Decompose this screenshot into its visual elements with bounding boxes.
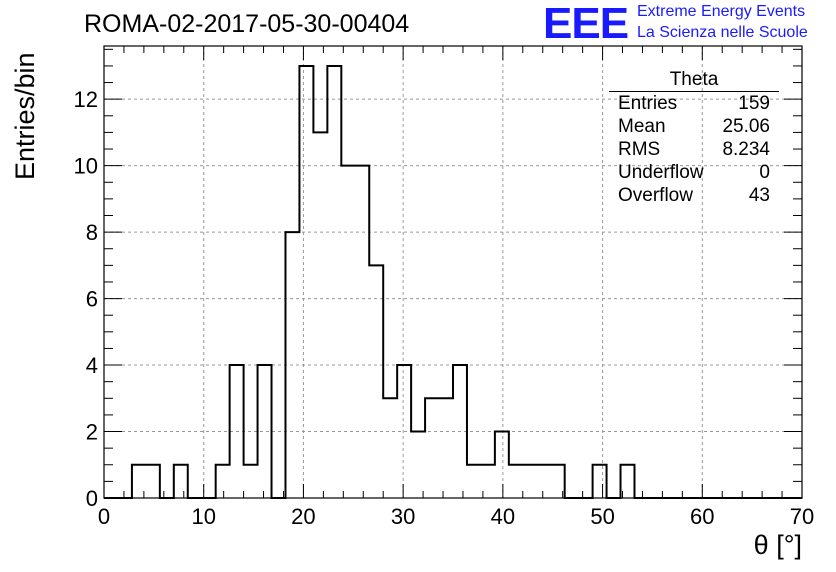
histogram-line [104, 64, 802, 499]
histogram-bin [355, 166, 369, 498]
stats-row-rms: RMS 8.234 [609, 138, 779, 161]
y-tick-label: 8 [86, 220, 98, 245]
logo-line-1: Extreme Energy Events [637, 3, 806, 20]
histogram-bin [383, 398, 397, 498]
eee-logo: EEE [543, 0, 629, 48]
histogram-bin [299, 66, 313, 498]
stats-label: Overflow [618, 185, 693, 206]
histogram-bin [411, 432, 425, 498]
y-tick-label: 10 [74, 154, 98, 179]
plot-frame [103, 45, 803, 499]
stats-value: 159 [738, 93, 770, 114]
histogram-bin [327, 66, 341, 498]
x-tick-label: 50 [590, 504, 614, 529]
histogram-bin [537, 465, 551, 498]
histogram-bin [216, 465, 230, 498]
histogram-bin [369, 265, 383, 498]
stats-value: 43 [748, 185, 770, 206]
stats-box: Theta Entries 159 Mean 25.06 RMS 8.234 Underfl… [609, 70, 779, 207]
stats-row-overflow: Overflow 43 [609, 184, 779, 207]
stats-row-entries: Entries 159 [609, 92, 779, 115]
stats-value: 25.06 [722, 116, 770, 137]
x-tick-label: 10 [191, 504, 215, 529]
y-tick-label: 2 [86, 420, 98, 445]
histogram-bin [509, 465, 523, 498]
run-title: ROMA-02-2017-05-30-00404 [84, 10, 410, 38]
stats-label: Entries [618, 93, 678, 114]
logo-line-2: La Scienza nelle Scuole [637, 24, 808, 41]
y-tick-label: 4 [86, 353, 98, 378]
x-tick-label: 70 [790, 504, 814, 529]
histogram-bin [593, 465, 607, 498]
stats-label: Underflow [618, 162, 704, 183]
histogram-bin [495, 432, 509, 498]
x-tick-label: 40 [491, 504, 515, 529]
stats-row-mean: Mean 25.06 [609, 115, 779, 138]
histogram-bin [146, 465, 160, 498]
histogram-bin [467, 465, 481, 498]
y-tick-label: 6 [86, 287, 98, 312]
stats-row-underflow: Underflow 0 [609, 161, 779, 184]
stats-title: Theta [609, 70, 779, 92]
histogram-bin [174, 465, 188, 498]
x-tick-label: 60 [690, 504, 714, 529]
stats-value: 0 [759, 162, 770, 183]
y-tick-label: 12 [74, 87, 98, 112]
histogram-bin [258, 365, 272, 498]
histogram-bin [313, 132, 327, 498]
x-tick-label: 30 [391, 504, 415, 529]
x-axis-label: θ [°] [753, 530, 802, 560]
histogram-bin [425, 398, 439, 498]
stats-label: Mean [618, 116, 666, 137]
histogram-bin [244, 465, 258, 498]
histogram-bin [439, 398, 453, 498]
histogram-bin [341, 166, 355, 498]
histogram-bin [523, 465, 537, 498]
y-tick-label: 0 [86, 486, 98, 511]
x-tick-label: 20 [291, 504, 315, 529]
y-axis-label: Entries/bin [10, 52, 40, 180]
stats-label: RMS [618, 139, 661, 160]
stats-value: 8.234 [722, 139, 770, 160]
x-tick-label: 0 [98, 504, 110, 529]
